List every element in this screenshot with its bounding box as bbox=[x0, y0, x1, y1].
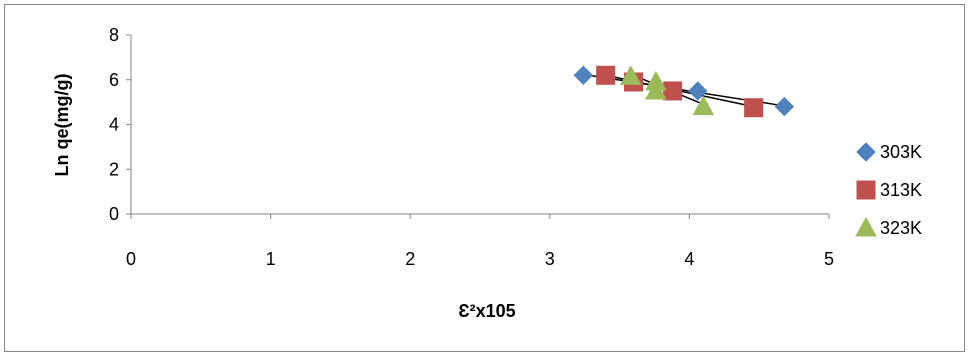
chart-frame bbox=[4, 4, 965, 352]
legend-marker-303K bbox=[856, 142, 876, 162]
point-323K bbox=[692, 95, 715, 116]
x-tick-label: 1 bbox=[266, 249, 276, 269]
y-axis-title: Ln qe(mg/g) bbox=[52, 74, 72, 177]
x-tick-label: 5 bbox=[824, 249, 834, 269]
point-303K bbox=[688, 81, 708, 101]
legend-label: 323K bbox=[880, 218, 922, 238]
x-tick-label: 4 bbox=[684, 249, 694, 269]
legend-marker-323K bbox=[855, 216, 877, 237]
y-tick-label: 2 bbox=[109, 159, 119, 179]
x-tick-label: 3 bbox=[545, 249, 555, 269]
axes: 0 2 4 6 8 0 1 2 3 4 5 bbox=[109, 25, 834, 269]
point-303K bbox=[774, 96, 795, 117]
data-points bbox=[573, 65, 795, 118]
point-323K bbox=[619, 65, 642, 85]
x-tick-label: 0 bbox=[126, 249, 136, 269]
point-313K bbox=[596, 65, 616, 85]
y-tick-label: 8 bbox=[109, 25, 119, 45]
legend-label: 313K bbox=[880, 180, 922, 200]
legend-label: 303K bbox=[880, 142, 922, 162]
y-tick-label: 4 bbox=[109, 115, 119, 135]
point-303K bbox=[573, 65, 594, 85]
x-tick-label: 2 bbox=[405, 249, 415, 269]
point-313K bbox=[744, 98, 764, 118]
y-tick-label: 0 bbox=[109, 204, 119, 224]
point-323K bbox=[645, 79, 667, 100]
y-tick-label: 6 bbox=[109, 70, 119, 90]
x-axis-title: Ɛ²x105 bbox=[458, 301, 515, 321]
legend: 303K 313K 323K bbox=[855, 142, 922, 238]
legend-marker-313K bbox=[856, 180, 876, 200]
point-313K bbox=[663, 81, 683, 101]
